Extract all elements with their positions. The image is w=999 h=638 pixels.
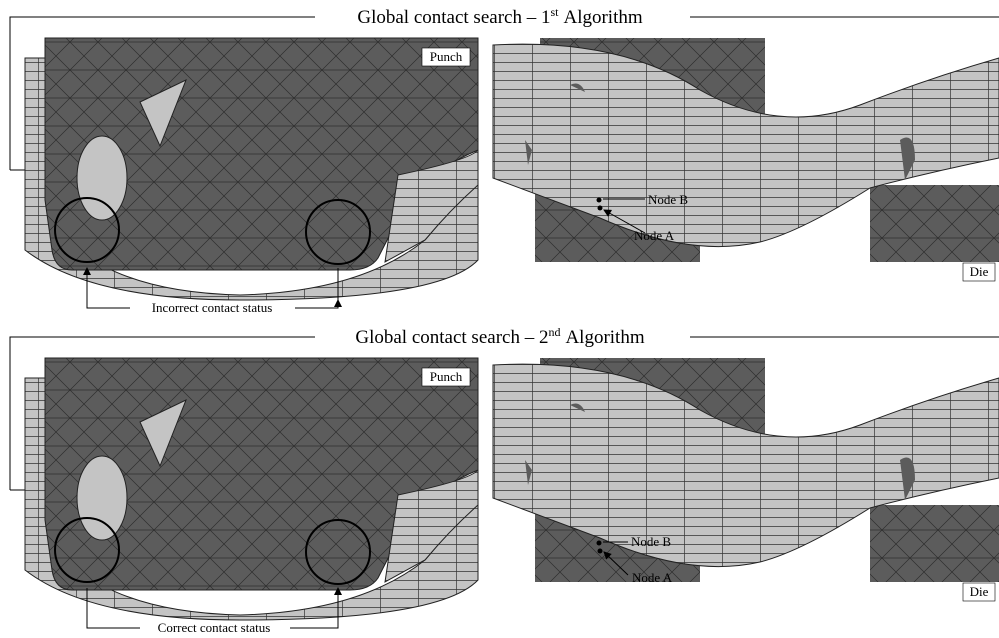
die-mesh (493, 358, 999, 582)
panel: Global contact search – 1st Algorithm Pun… (10, 5, 999, 315)
title-sup: st (550, 5, 559, 19)
node-a-label: Node A (634, 228, 675, 243)
title-text: Global contact search – 2 (355, 327, 548, 348)
die-label: Die (970, 584, 989, 599)
punch-label: Punch (430, 369, 463, 384)
panel-title: Global contact search – 1st Algorithm (357, 5, 642, 28)
status-label: Correct contact status (158, 620, 271, 635)
status-label: Incorrect contact status (152, 300, 273, 315)
punch-mesh (25, 38, 478, 300)
title-rest: Algorithm (565, 327, 644, 348)
node-b-label: Node B (648, 192, 688, 207)
punch-mesh (25, 358, 478, 620)
die-label: Die (970, 264, 989, 279)
die-mesh (493, 38, 999, 262)
node-a-label: Node A (632, 570, 673, 585)
panel-title: Global contact search – 2nd Algorithm (355, 325, 644, 348)
title-text: Global contact search – 1 (357, 7, 550, 28)
figure: Global contact search – 1st Algorithm Pun… (0, 0, 999, 638)
title-sup: nd (548, 325, 560, 339)
panel: Global contact search – 2nd Algorithm Pun… (10, 325, 999, 635)
punch-label: Punch (430, 49, 463, 64)
title-rest: Algorithm (563, 7, 642, 28)
node-b-label: Node B (631, 534, 671, 549)
